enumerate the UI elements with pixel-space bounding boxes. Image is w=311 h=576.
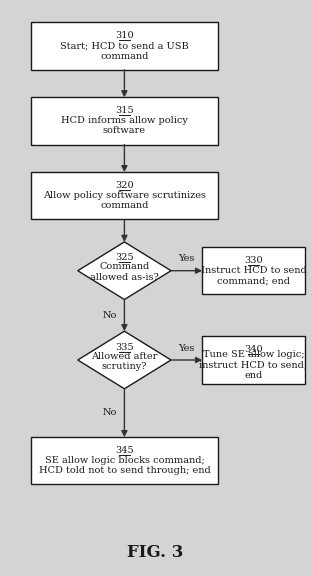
FancyBboxPatch shape (202, 336, 305, 384)
Text: 330: 330 (244, 256, 263, 265)
Polygon shape (78, 242, 171, 300)
Text: 340: 340 (244, 345, 263, 354)
Text: Allowed after
scrutiny?: Allowed after scrutiny? (91, 352, 158, 371)
FancyBboxPatch shape (31, 172, 218, 219)
Text: 335: 335 (115, 343, 134, 351)
FancyBboxPatch shape (31, 97, 218, 145)
Text: FIG. 3: FIG. 3 (127, 544, 184, 562)
Text: Start; HCD to send a USB
command: Start; HCD to send a USB command (60, 41, 189, 60)
FancyBboxPatch shape (202, 247, 305, 294)
FancyBboxPatch shape (31, 22, 218, 70)
Text: 325: 325 (115, 253, 134, 262)
Text: Command
allowed as-is?: Command allowed as-is? (90, 263, 159, 282)
Text: 315: 315 (115, 106, 134, 115)
Text: Yes: Yes (179, 343, 195, 353)
Text: Yes: Yes (179, 254, 195, 263)
FancyBboxPatch shape (31, 437, 218, 484)
Text: Allow policy software scrutinizes
command: Allow policy software scrutinizes comman… (43, 191, 206, 210)
Text: SE allow logic blocks command;
HCD told not to send through; end: SE allow logic blocks command; HCD told … (39, 456, 210, 475)
Text: 345: 345 (115, 446, 134, 455)
Text: Tune SE allow logic;
instruct HCD to send;
end: Tune SE allow logic; instruct HCD to sen… (199, 350, 308, 380)
Text: Instruct HCD to send
command; end: Instruct HCD to send command; end (201, 266, 306, 285)
Polygon shape (78, 331, 171, 389)
Text: No: No (102, 311, 117, 320)
Text: No: No (102, 408, 117, 418)
Text: HCD informs allow policy
software: HCD informs allow policy software (61, 116, 188, 135)
Text: 310: 310 (115, 31, 134, 40)
Text: 320: 320 (115, 181, 134, 190)
